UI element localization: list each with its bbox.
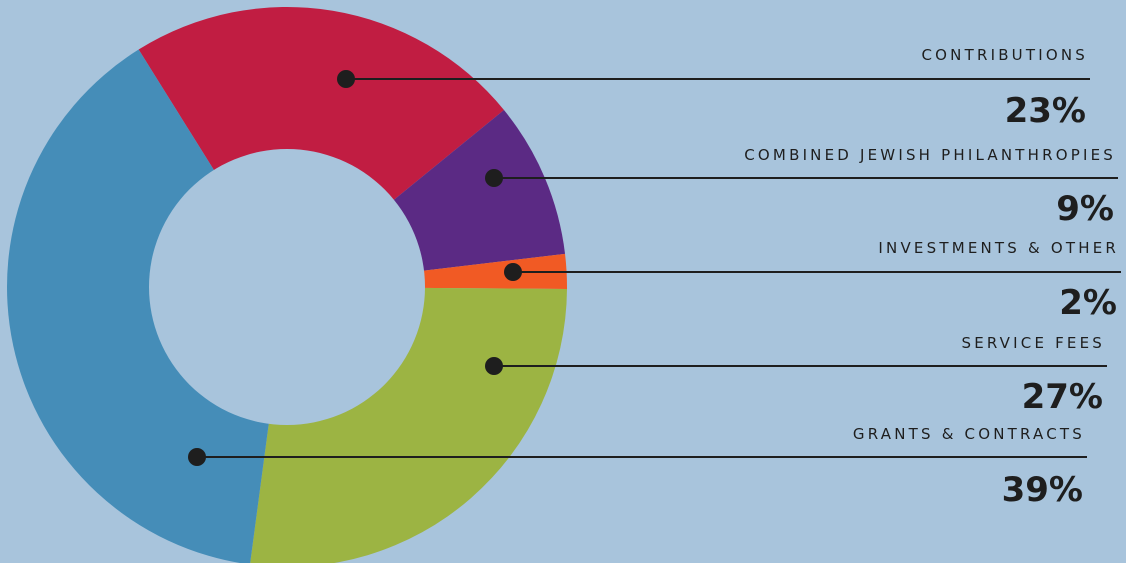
percent-label-investments-other: 2% [1059, 283, 1117, 323]
marker-dot-contributions [337, 70, 355, 88]
annotations-group: CONTRIBUTIONS 23% COMBINED JEWISH PHILANTH… [188, 46, 1121, 510]
category-label-grants-contracts: GRANTS & CONTRACTS [853, 425, 1085, 443]
marker-dot-investments-other [504, 263, 522, 281]
percent-label-combined-jewish-philanthropies: 9% [1056, 189, 1114, 229]
percent-label-grants-contracts: 39% [1002, 470, 1083, 510]
category-label-investments-other: INVESTMENTS & OTHER [878, 239, 1119, 257]
category-label-service-fees: SERVICE FEES [961, 334, 1105, 352]
percent-label-service-fees: 27% [1022, 377, 1103, 417]
slice-contributions [138, 7, 504, 288]
marker-dot-combined-jewish-philanthropies [485, 169, 503, 187]
donut-hole [149, 149, 425, 425]
percent-label-contributions: 23% [1005, 91, 1086, 131]
category-label-contributions: CONTRIBUTIONS [921, 46, 1088, 64]
marker-dot-grants-contracts [188, 448, 206, 466]
category-label-combined-jewish-philanthropies: COMBINED JEWISH PHILANTHROPIES [744, 146, 1116, 164]
marker-dot-service-fees [485, 357, 503, 375]
